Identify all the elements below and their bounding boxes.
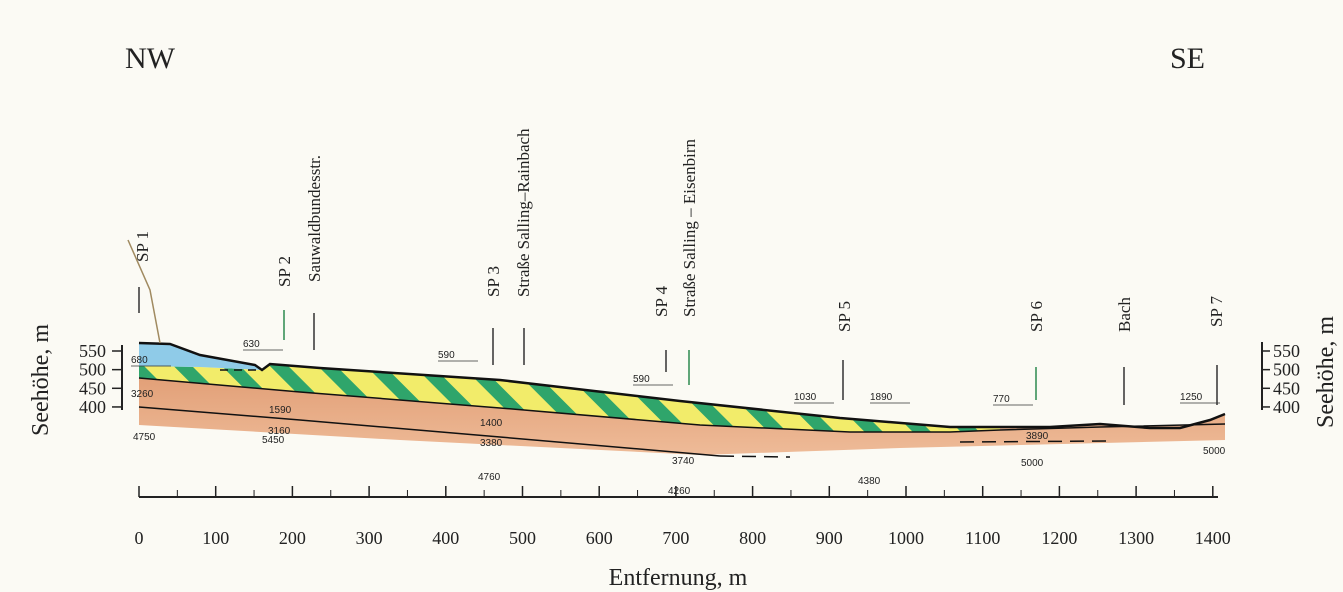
y-tick-label: 500 xyxy=(79,360,106,380)
velocity-label: 770 xyxy=(993,394,1010,405)
x-tick-label: 900 xyxy=(816,528,843,548)
velocity-label: 3740 xyxy=(672,456,695,467)
y-tick-label: 400 xyxy=(79,397,106,417)
x-tick-label: 1400 xyxy=(1195,528,1231,548)
station-label: Bach xyxy=(1115,297,1134,332)
y-tick-label: 550 xyxy=(79,341,106,361)
velocity-label: 5450 xyxy=(262,435,285,446)
se-label: SE xyxy=(1170,42,1205,75)
velocity-label: 680 xyxy=(131,355,148,366)
station-label: Sauwaldbundesstr. xyxy=(305,155,324,282)
velocity-label: 1890 xyxy=(870,392,893,403)
x-tick-label: 600 xyxy=(586,528,613,548)
velocity-label: 630 xyxy=(243,339,260,350)
velocity-label: 3380 xyxy=(480,438,503,449)
velocity-label: 1590 xyxy=(269,405,292,416)
x-tick-label: 300 xyxy=(356,528,383,548)
y-axis-title-right: Seehöhe, m xyxy=(1313,316,1339,428)
dashed-boundary xyxy=(720,456,790,457)
x-tick-label: 500 xyxy=(509,528,536,548)
x-tick-label: 1100 xyxy=(965,528,1000,548)
y-tick-label-right: 400 xyxy=(1273,397,1300,417)
velocity-label: 3260 xyxy=(131,389,154,400)
station-label: SP 5 xyxy=(835,301,854,332)
station-label: SP 7 xyxy=(1207,295,1226,327)
velocity-label: 4380 xyxy=(858,476,881,487)
x-tick-label: 100 xyxy=(202,528,229,548)
y-tick-label: 450 xyxy=(79,378,106,398)
velocity-label: 1400 xyxy=(480,418,503,429)
x-tick-label: 1000 xyxy=(888,528,924,548)
velocity-label: 3890 xyxy=(1026,431,1049,442)
x-axis-title: Entfernung, m xyxy=(609,565,748,591)
y-tick-label-right: 500 xyxy=(1273,360,1300,380)
station-label: SP 4 xyxy=(652,285,671,317)
x-tick-label: 200 xyxy=(279,528,306,548)
station-label: Straße Salling–Rainbach xyxy=(514,128,533,297)
velocity-label: 5000 xyxy=(1203,446,1226,457)
y-tick-label-right: 550 xyxy=(1273,341,1300,361)
x-tick-label: 0 xyxy=(135,528,144,548)
station-label: SP 3 xyxy=(484,266,503,297)
y-axis-title: Seehöhe, m xyxy=(28,324,54,436)
x-tick-label: 700 xyxy=(662,528,689,548)
velocity-label: 590 xyxy=(438,350,455,361)
y-tick-label-right: 450 xyxy=(1273,378,1300,398)
station-label: SP 1 xyxy=(133,231,152,262)
velocity-label: 4260 xyxy=(668,486,691,497)
x-tick-label: 1300 xyxy=(1118,528,1154,548)
velocity-label: 590 xyxy=(633,374,650,385)
velocity-label: 4760 xyxy=(478,472,501,483)
station-label: Straße Salling – Eisenbirn xyxy=(680,138,699,317)
velocity-label: 1030 xyxy=(794,392,817,403)
x-tick-label: 800 xyxy=(739,528,766,548)
station-label: SP 2 xyxy=(275,256,294,287)
nw-label: NW xyxy=(125,42,176,75)
velocity-label: 5000 xyxy=(1021,458,1044,469)
station-label: SP 6 xyxy=(1027,301,1046,332)
velocity-label: 4750 xyxy=(133,432,156,443)
section-diagram: NW SE Entfernung, m Seehöhe, m Seehöhe, … xyxy=(0,0,1343,592)
x-tick-label: 400 xyxy=(432,528,459,548)
x-tick-label: 1200 xyxy=(1041,528,1077,548)
velocity-label: 1250 xyxy=(1180,392,1203,403)
